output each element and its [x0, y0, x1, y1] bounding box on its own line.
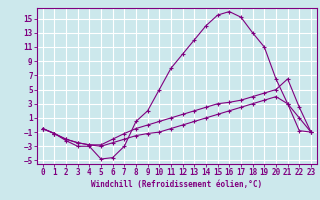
- X-axis label: Windchill (Refroidissement éolien,°C): Windchill (Refroidissement éolien,°C): [91, 180, 262, 189]
